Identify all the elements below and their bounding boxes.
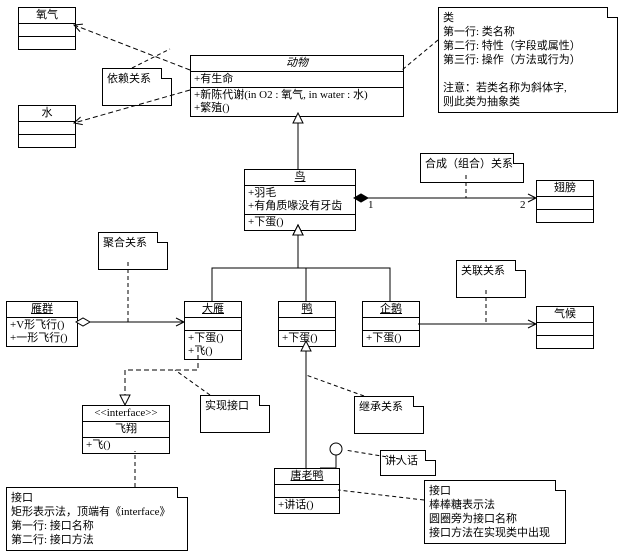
class-ops xyxy=(537,210,593,222)
class-title: 鸟 xyxy=(245,170,355,186)
class-ops: +下蛋() +飞() xyxy=(185,331,241,359)
class-title: 动物 xyxy=(191,56,403,72)
class-title: 气候 xyxy=(537,307,593,323)
class-climate: 气候 xyxy=(536,306,594,349)
class-attrs xyxy=(19,122,75,135)
note-interface-box: 接口 矩形表示法，顶端有《interface》 第一行: 接口名称 第二行: 接… xyxy=(6,487,188,551)
svg-text:1: 1 xyxy=(368,199,374,211)
note-aggregation: 聚合关系 xyxy=(98,232,168,270)
class-title: 氧气 xyxy=(19,8,75,24)
class-attrs xyxy=(363,318,419,331)
class-ops: +下蛋() xyxy=(363,331,419,346)
class-title: 水 xyxy=(19,106,75,122)
interface-fly: <<interface>> 飞翔 +飞() xyxy=(82,405,170,454)
class-title: 大雁 xyxy=(185,302,241,318)
class-attrs xyxy=(19,24,75,37)
class-title: 唐老鸭 xyxy=(275,469,339,485)
note-realize: 实现接口 xyxy=(200,395,270,433)
class-duck: 鸭 +下蛋() xyxy=(278,301,336,347)
class-title: 飞翔 xyxy=(83,422,169,438)
class-penguin: 企鹅 +下蛋() xyxy=(362,301,420,347)
class-wing: 翅膀 xyxy=(536,180,594,223)
svg-text:2: 2 xyxy=(520,199,526,211)
note-inherit: 继承关系 xyxy=(354,396,424,434)
class-title: 鸭 xyxy=(279,302,335,318)
class-donald: 唐老鸭 +讲话() xyxy=(274,468,340,514)
note-talk: 讲人话 xyxy=(380,450,436,476)
class-ops: +新陈代谢(in O2 : 氧气, in water : 水) +繁殖() xyxy=(191,88,403,116)
note-lollipop: 接口 棒棒糖表示法 圆圈旁为接口名称 接口方法在实现类中出现 xyxy=(424,480,566,544)
stereotype: <<interface>> xyxy=(83,406,169,422)
note-composition: 合成（组合）关系 xyxy=(420,153,524,183)
class-geeseflock: 雁群 +V形飞行() +一形飞行() xyxy=(6,301,78,347)
class-water: 水 xyxy=(18,105,76,148)
class-attrs xyxy=(537,197,593,210)
class-title: 翅膀 xyxy=(537,181,593,197)
class-title: 雁群 xyxy=(7,302,77,318)
class-bird: 鸟 +羽毛 +有角质喙没有牙齿 +下蛋() xyxy=(244,169,356,231)
class-ops: +讲话() xyxy=(275,498,339,513)
class-attrs xyxy=(279,318,335,331)
note-association: 关联关系 xyxy=(456,260,526,298)
class-ops: +下蛋() xyxy=(279,331,335,346)
class-attrs: +V形飞行() +一形飞行() xyxy=(7,318,77,346)
class-ops: +下蛋() xyxy=(245,215,355,230)
class-attrs xyxy=(185,318,241,331)
class-attrs: +羽毛 +有角质喙没有牙齿 xyxy=(245,186,355,215)
class-attrs xyxy=(537,323,593,336)
class-animal: 动物 +有生命 +新陈代谢(in O2 : 氧气, in water : 水) … xyxy=(190,55,404,117)
class-oxygen: 氧气 xyxy=(18,7,76,50)
class-attrs xyxy=(275,485,339,498)
class-ops xyxy=(537,336,593,348)
class-ops xyxy=(19,37,75,49)
class-goose: 大雁 +下蛋() +飞() xyxy=(184,301,242,360)
class-ops: +飞() xyxy=(83,438,169,453)
note-dependency: 依赖关系 xyxy=(102,68,172,106)
class-title: 企鹅 xyxy=(363,302,419,318)
class-attrs: +有生命 xyxy=(191,72,403,88)
note-class-legend: 类 第一行: 类名称 第二行: 特性（字段或属性） 第三行: 操作（方法或行为）… xyxy=(438,7,618,113)
class-ops xyxy=(19,135,75,147)
